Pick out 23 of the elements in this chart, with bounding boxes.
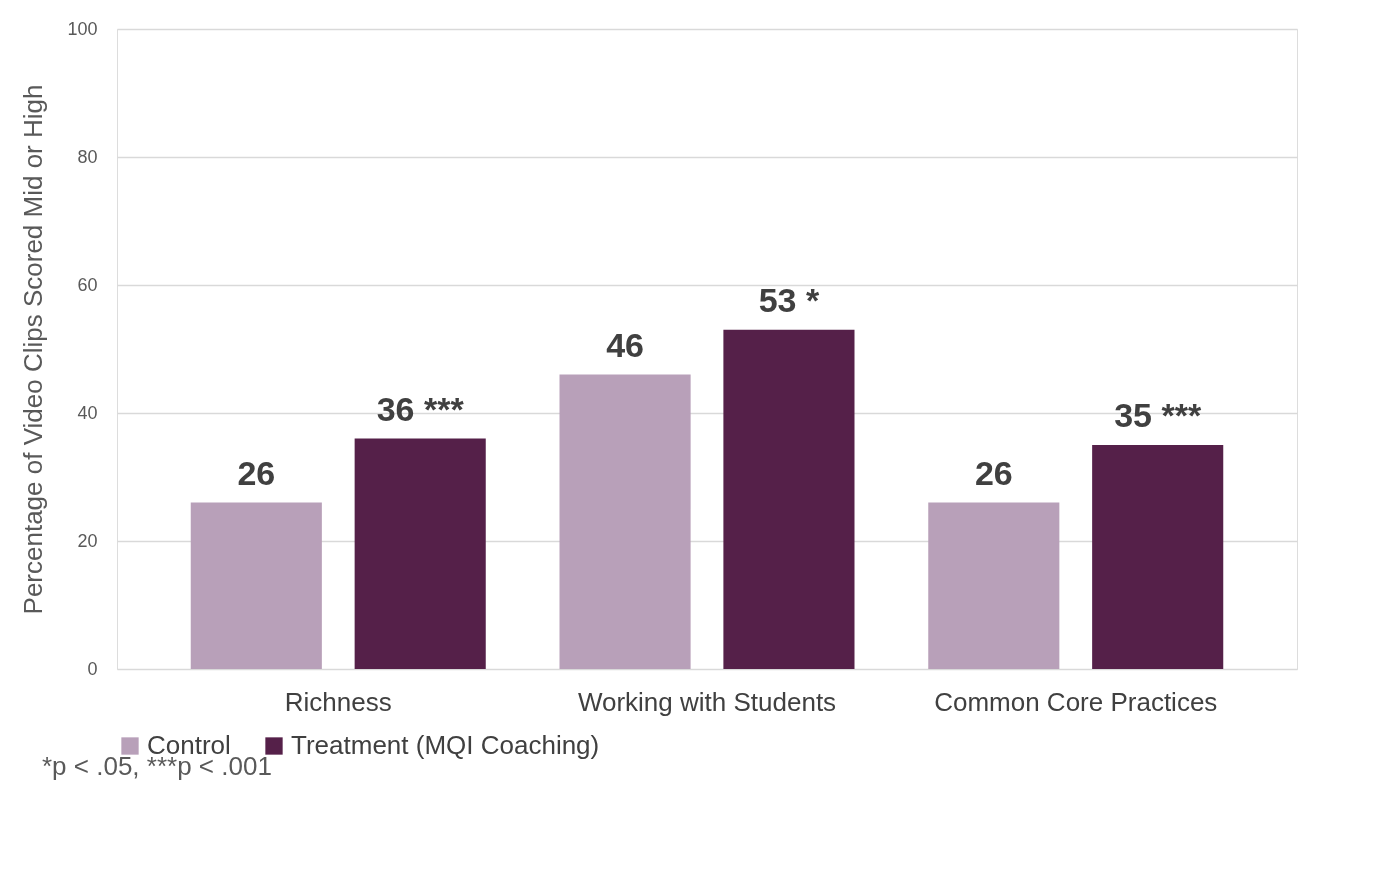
x-tick-label: Working with Students bbox=[577, 686, 837, 717]
y-tick-label: 80 bbox=[77, 146, 98, 167]
data-label: 26 bbox=[974, 453, 1013, 492]
bar bbox=[723, 329, 855, 669]
y-tick-label: 100 bbox=[67, 18, 98, 39]
bar bbox=[928, 502, 1060, 669]
data-label: 36 *** bbox=[376, 389, 465, 428]
bar bbox=[190, 502, 322, 669]
y-tick-label: 0 bbox=[87, 658, 98, 679]
y-tick-label: 40 bbox=[77, 402, 98, 423]
data-label: 26 bbox=[237, 453, 276, 492]
data-label: 46 bbox=[606, 325, 644, 364]
y-axis-title: Percentage of Video Clips Scored Mid or High bbox=[18, 84, 49, 615]
x-tick-label: Richness bbox=[284, 686, 392, 717]
legend-label: Treatment (MQI Coaching) bbox=[291, 730, 600, 760]
data-label: 53 * bbox=[758, 280, 820, 319]
y-tick-label: 60 bbox=[77, 274, 98, 295]
x-tick-label: Common Core Practices bbox=[934, 686, 1218, 717]
bar bbox=[1092, 445, 1224, 669]
bar bbox=[559, 374, 691, 669]
bar bbox=[354, 438, 486, 669]
y-tick-label: 20 bbox=[77, 530, 98, 551]
data-label: 35 *** bbox=[1114, 396, 1202, 434]
